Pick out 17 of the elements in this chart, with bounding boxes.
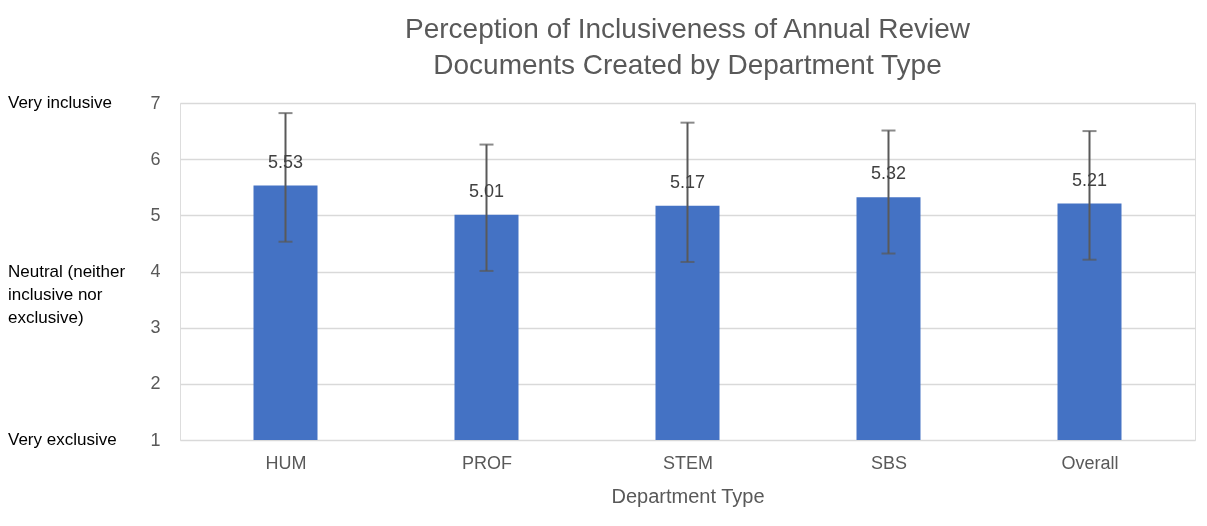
y-tick-label: 4 xyxy=(150,261,161,281)
x-tick-label: SBS xyxy=(870,452,908,473)
x-tick-label: HUM xyxy=(265,452,307,473)
chart-title: Perception of Inclusiveness of Annual Review Documents Created by Department Type xyxy=(405,13,971,80)
x-tick-label: STEM xyxy=(662,452,714,473)
x-tick-label: PROF xyxy=(461,452,513,473)
y-tick-label: 1 xyxy=(150,429,161,450)
y-tick-label: 7 xyxy=(150,92,161,113)
y-tick-label: 6 xyxy=(150,148,161,169)
text: Very exclusive xyxy=(8,430,117,449)
text: Very inclusive xyxy=(8,93,112,112)
x-tick-label: Overall xyxy=(1061,452,1119,473)
y-tick-label: 5 xyxy=(150,204,161,225)
y-tick-label: 2 xyxy=(150,373,161,394)
y-tick-label: 3 xyxy=(150,317,161,338)
text: Neutral (neither inclusive nor exclusive) xyxy=(8,261,126,327)
x-axis-title: Department Type xyxy=(611,484,765,507)
